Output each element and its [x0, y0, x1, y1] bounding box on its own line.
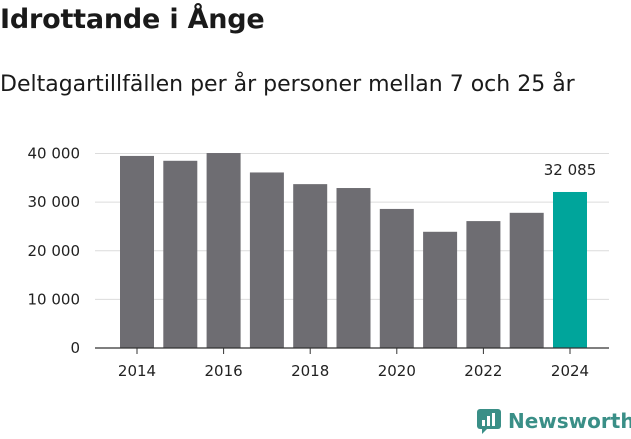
newsworthy-logo-icon: [477, 409, 501, 434]
chart-title: Idrottande i Ånge: [0, 4, 265, 35]
bar-2022: [466, 221, 501, 348]
x-tick-label: 2018: [291, 362, 329, 380]
y-tick-label: 40 000: [28, 145, 81, 163]
newsworthy-logo: Newsworthy: [476, 408, 631, 434]
x-tick-label: 2016: [205, 362, 243, 380]
data-labels: 32 085: [544, 161, 597, 179]
chart-subtitle: Deltagartillfällen per år personer mella…: [0, 72, 575, 97]
bar-2017: [249, 172, 284, 348]
y-tick-label: 30 000: [28, 193, 81, 211]
bar-2015: [163, 160, 198, 348]
bars: [120, 153, 587, 348]
bar-2019: [336, 188, 371, 348]
bar-2024: [553, 191, 587, 348]
x-axis-labels: 2014 2016 2018 2020 2022 2024: [118, 348, 589, 380]
y-tick-label: 10 000: [28, 290, 81, 308]
y-tick-label: 0: [70, 339, 80, 357]
bar-2014: [120, 155, 154, 348]
y-axis-labels: 0 10 000 20 000 30 000 40 000: [28, 145, 81, 358]
bar-2016: [206, 153, 241, 348]
bar-2021: [423, 231, 458, 348]
bar-2018: [293, 184, 328, 348]
x-tick-label: 2024: [551, 362, 589, 380]
brand-name: Newsworthy: [508, 409, 631, 433]
x-tick-label: 2022: [464, 362, 502, 380]
x-tick-label: 2014: [118, 362, 156, 380]
data-label: 32 085: [544, 161, 597, 179]
y-tick-label: 20 000: [28, 242, 81, 260]
x-tick-label: 2020: [378, 362, 416, 380]
bar-2020: [379, 208, 414, 348]
bar-2023: [509, 212, 544, 348]
